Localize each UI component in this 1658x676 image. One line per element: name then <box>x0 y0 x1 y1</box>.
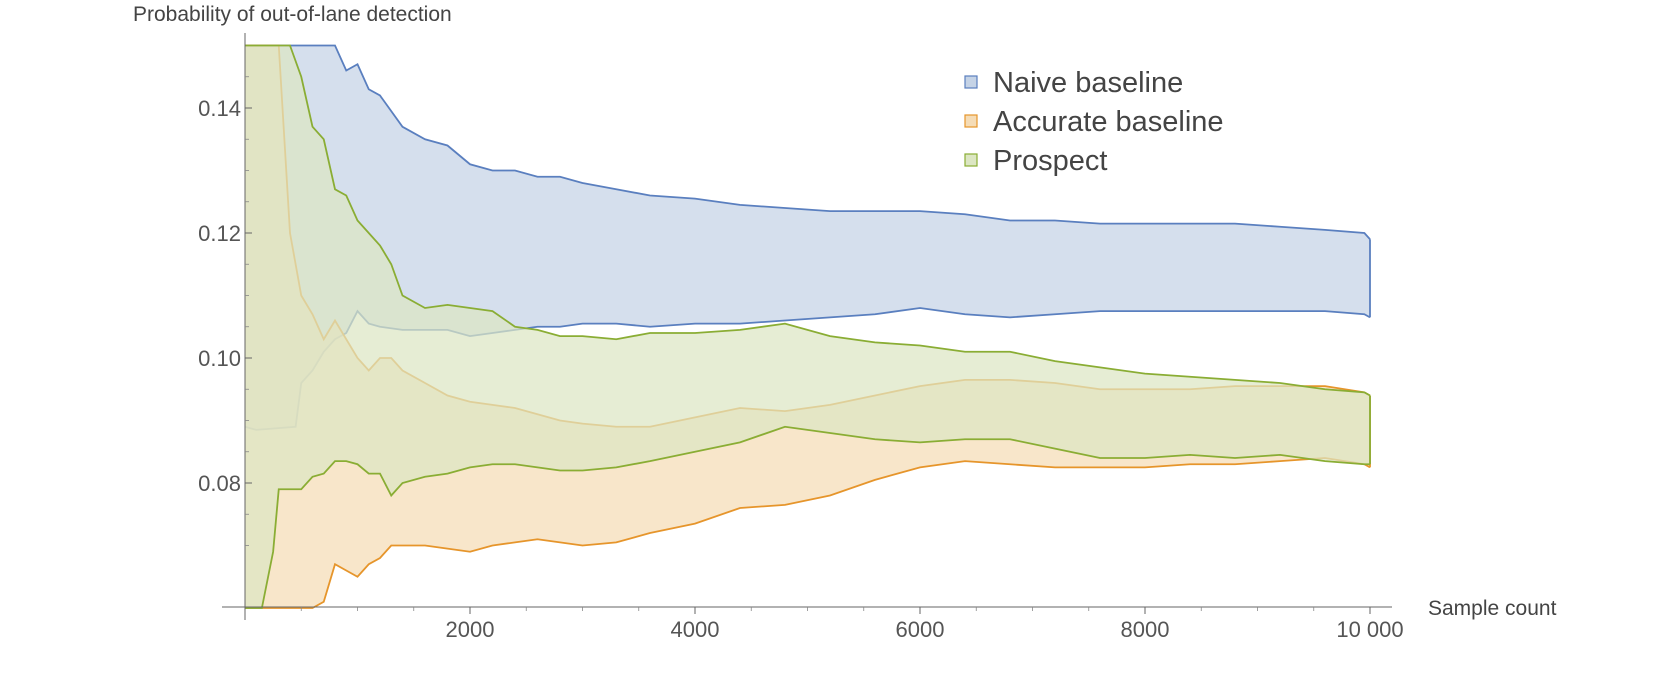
y-tick-label: 0.10 <box>198 346 241 371</box>
y-tick-label: 0.14 <box>198 96 241 121</box>
band-area <box>245 45 1370 608</box>
legend: Naive baseline Accurate baseline Prospect <box>964 67 1224 177</box>
series-prospect <box>245 44 1371 609</box>
x-axis-label: Sample count <box>1428 597 1557 620</box>
legend-item: Naive baseline <box>964 67 1183 99</box>
legend-label: Naive baseline <box>993 67 1183 99</box>
y-ticks: 0.08 0.10 0.12 0.14 <box>198 76 252 546</box>
legend-swatch <box>964 153 978 167</box>
legend-item: Accurate baseline <box>964 106 1224 138</box>
upper-bound-line <box>245 44 1371 397</box>
legend-swatch <box>964 75 978 89</box>
legend-swatch <box>964 114 978 128</box>
y-tick-label: 0.12 <box>198 221 241 246</box>
upper-bound-line <box>245 44 1371 240</box>
x-tick-label: 4000 <box>671 617 720 642</box>
series-areas <box>244 44 1371 609</box>
lower-bound-line <box>245 425 1370 609</box>
band-area <box>245 45 1370 430</box>
legend-label: Prospect <box>993 145 1107 177</box>
x-tick-label: 6000 <box>896 617 945 642</box>
legend-label: Accurate baseline <box>993 106 1224 138</box>
x-tick-label: 8000 <box>1121 617 1170 642</box>
legend-item: Prospect <box>964 145 1107 177</box>
y-tick-label: 0.08 <box>198 471 241 496</box>
lower-bound-line <box>245 457 1371 609</box>
x-tick-label: 10 000 <box>1336 617 1403 642</box>
y-axis-label: Probability of out-of-lane detection <box>133 3 452 26</box>
x-ticks: 2000 4000 6000 8000 10 000 <box>300 607 1404 642</box>
x-tick-label: 2000 <box>446 617 495 642</box>
